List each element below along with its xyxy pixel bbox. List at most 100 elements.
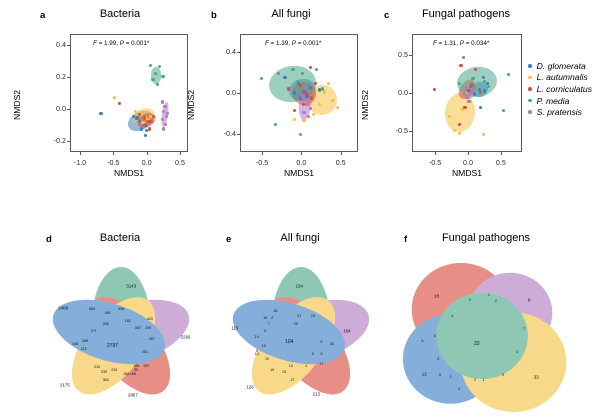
data-point xyxy=(459,63,463,67)
venn-region-count: 2 xyxy=(449,375,452,380)
data-point xyxy=(299,96,303,100)
data-point xyxy=(160,100,164,104)
venn-region-count: 2 xyxy=(458,386,461,391)
panel-d-title: Bacteria xyxy=(99,232,141,244)
venn-region-count: 215 xyxy=(80,347,87,351)
venn-region-count: 95 xyxy=(134,368,139,373)
venn-region-count: 104 xyxy=(284,339,294,346)
y-tick-label: 0.0 xyxy=(56,103,66,113)
data-point xyxy=(470,83,474,87)
venn-region-count: 268 xyxy=(82,338,89,343)
data-point xyxy=(291,67,295,72)
data-point xyxy=(134,109,138,114)
x-tick-mark xyxy=(146,152,148,155)
legend-item-label: P. media xyxy=(536,95,570,106)
venn-region-count: 436 xyxy=(72,342,79,347)
venn-region-count: 12 xyxy=(421,371,427,377)
venn-region-count: 884 xyxy=(89,307,96,312)
panel-a-y-axis-title: NMDS2 xyxy=(12,89,22,120)
data-point xyxy=(139,113,143,117)
data-point xyxy=(447,115,451,119)
panel-f-title: Fungal pathogens xyxy=(441,232,531,244)
legend-color-dot xyxy=(528,110,532,114)
data-point xyxy=(292,117,297,122)
x-tick-mark xyxy=(467,152,469,155)
legend-color-dot xyxy=(528,75,532,80)
y-tick-label: 0.5 xyxy=(398,50,408,60)
legend-item-label: S. pratensis xyxy=(536,107,582,118)
y-tick-label: 0.0 xyxy=(398,88,408,97)
panel-e-venn: 154 184 213 128 115 104 26 21 19 16 2 7 20 5 14 9 28 16 5 1… xyxy=(216,250,386,415)
venn-region-count: 33 xyxy=(533,374,539,380)
legend-item-2[interactable]: L. corniculatus xyxy=(528,83,592,95)
data-point xyxy=(506,72,511,76)
venn-region-count: 8 xyxy=(528,297,531,302)
panel-e-letter: e xyxy=(226,234,232,245)
data-point xyxy=(146,119,150,123)
confidence-ellipse-3 xyxy=(150,67,162,84)
data-point xyxy=(336,105,340,109)
legend-item-label: D. glomerata xyxy=(536,60,586,71)
legend-item-4[interactable]: S. pratensis xyxy=(528,106,592,118)
legend-item-0[interactable]: D. glomerata xyxy=(528,60,592,72)
x-tick-label: 0.0 xyxy=(296,158,307,167)
panel-f-venn: 18 8 33 12 33 2 1 2 4 7 5 6 3 5 5 2 2 1 5 2 xyxy=(398,250,573,415)
data-point xyxy=(308,106,312,110)
x-tick-label: 0.5 xyxy=(335,158,346,167)
data-point xyxy=(144,129,148,133)
data-point xyxy=(163,105,167,109)
data-point xyxy=(299,133,303,137)
legend-item-3[interactable]: P. media xyxy=(528,95,592,107)
panel-c-letter: c xyxy=(384,10,390,21)
venn-region-count: 271 xyxy=(90,328,97,333)
x-tick-mark xyxy=(180,152,181,155)
venn-region-count: 1 xyxy=(488,292,490,297)
venn-region-count: 2175 xyxy=(60,382,70,388)
venn-region-count: 115 xyxy=(231,325,239,331)
panel-c-stat-annotation: F = 1.31, P = 0.034* xyxy=(433,40,490,47)
venn-region-count: 26 xyxy=(273,309,278,314)
y-tick-mark xyxy=(409,130,412,132)
data-point xyxy=(138,119,142,123)
venn-set-4 xyxy=(436,292,528,380)
data-point xyxy=(132,114,136,118)
venn-region-count: 33 xyxy=(473,341,480,348)
venn-region-count: 239 xyxy=(101,370,107,375)
data-point xyxy=(308,65,312,70)
venn-region-count: 9 xyxy=(320,340,323,345)
venn-svg xyxy=(232,266,370,395)
y-tick-label: 0.4 xyxy=(56,40,66,50)
data-point xyxy=(274,122,278,127)
y-tick-mark xyxy=(67,108,70,110)
data-point xyxy=(300,94,304,98)
venn-set-0 xyxy=(232,299,345,365)
panel-a-x-axis-title: NMDS1 xyxy=(113,168,145,178)
legend-item-1[interactable]: L. autumnalis xyxy=(528,72,592,84)
x-tick-label: 0.0 xyxy=(462,158,473,167)
data-point xyxy=(141,121,145,125)
y-tick-mark xyxy=(67,140,70,142)
y-tick-label: 0.4 xyxy=(226,47,236,57)
venn-region-count: 1 xyxy=(482,378,485,383)
data-point xyxy=(296,82,300,86)
venn-region-count: 210 xyxy=(94,365,101,370)
data-point xyxy=(311,112,315,116)
data-point xyxy=(485,81,490,85)
data-point xyxy=(304,92,308,96)
data-point xyxy=(142,124,146,128)
venn-region-count: 5 xyxy=(433,333,436,338)
y-tick-mark xyxy=(67,77,70,79)
venn-region-count: 2266 xyxy=(180,334,191,340)
venn-region-count: 213 xyxy=(312,391,320,397)
x-tick-mark xyxy=(262,152,264,155)
data-point xyxy=(433,87,437,92)
panel-b-title: All fungi xyxy=(271,8,311,20)
venn-region-count: 5 xyxy=(439,373,441,378)
venn-region-count: 160 xyxy=(104,310,111,315)
venn-set-0 xyxy=(52,299,165,365)
data-point xyxy=(483,89,487,93)
y-tick-mark xyxy=(409,93,412,94)
venn-region-count: 2797 xyxy=(106,342,119,349)
data-point xyxy=(479,90,483,95)
data-point xyxy=(481,133,486,137)
